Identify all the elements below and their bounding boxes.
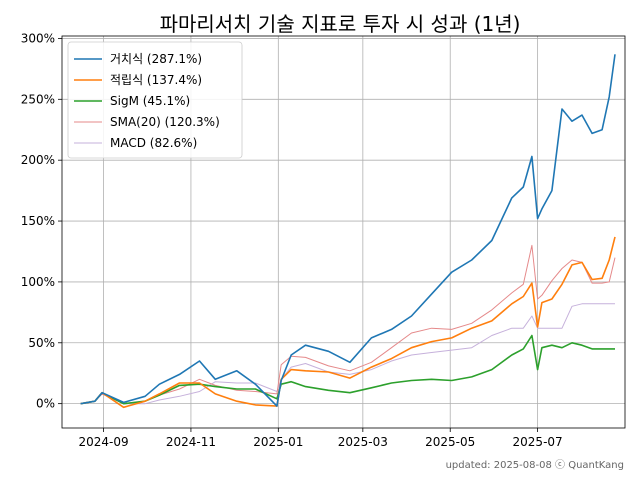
series-line-3: [80, 334, 615, 405]
series-line-4: [80, 244, 616, 405]
plot-frame: [61, 35, 626, 429]
series-line-5: [80, 303, 615, 405]
x-tick-label: 2025-01: [253, 435, 303, 449]
y-tick-label: 200%: [21, 153, 55, 167]
legend-label: SMA(20) (120.3%): [110, 115, 220, 129]
x-tick-label: 2024-09: [78, 435, 128, 449]
legend-label: 거치식 (287.1%): [110, 52, 202, 66]
y-tick-label: 100%: [21, 275, 55, 289]
footer-credit: updated: 2025-08-08 ⓒ QuantKang: [446, 459, 624, 471]
x-tick-label: 2024-11: [166, 435, 216, 449]
y-tick-label: 50%: [28, 336, 55, 350]
chart-title: 파마리서치 기술 지표로 투자 시 성과 (1년): [160, 12, 521, 36]
y-tick-label: 0%: [36, 397, 55, 411]
series-line-2: [80, 236, 616, 409]
x-tick-label: 2025-07: [513, 435, 563, 449]
series-line-1: [80, 54, 616, 407]
x-axis: 2024-09 2024-11 2025-01 2025-03 2025-05 2025-…: [78, 428, 563, 449]
y-tick-label: 300%: [21, 31, 55, 45]
y-axis: 0% 50% 100% 150% 200% 250% 300%: [21, 31, 62, 411]
x-tick-label: 2025-03: [338, 435, 388, 449]
legend-label: 적립식 (137.4%): [110, 73, 202, 87]
legend-label: SigM (45.1%): [110, 94, 190, 108]
legend-box: [67, 41, 243, 159]
y-tick-label: 250%: [21, 92, 55, 106]
series-layer: [80, 54, 616, 409]
y-tick-label: 150%: [21, 214, 55, 228]
legend: 거치식 (287.1%) 적립식 (137.4%) SigM (45.1%) SMA(…: [67, 41, 243, 159]
legend-label: MACD (82.6%): [110, 136, 197, 150]
x-tick-label: 2025-05: [425, 435, 475, 449]
